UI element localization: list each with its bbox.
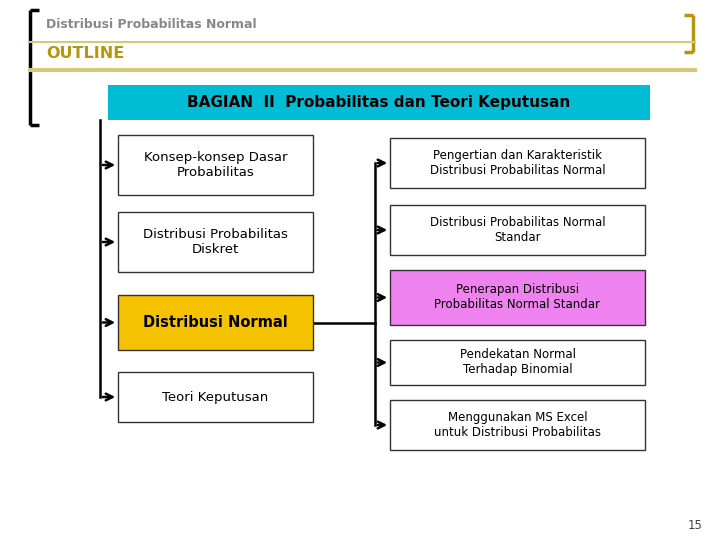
Text: Penerapan Distribusi
Probabilitas Normal Standar: Penerapan Distribusi Probabilitas Normal… [434,284,600,312]
Text: Menggunakan MS Excel
untuk Distribusi Probabilitas: Menggunakan MS Excel untuk Distribusi Pr… [434,411,601,439]
FancyBboxPatch shape [118,135,313,195]
FancyBboxPatch shape [390,400,645,450]
Text: Distribusi Normal: Distribusi Normal [143,315,288,330]
FancyBboxPatch shape [108,85,650,120]
Text: Teori Keputusan: Teori Keputusan [163,390,269,403]
FancyBboxPatch shape [390,138,645,188]
FancyBboxPatch shape [118,372,313,422]
Text: Konsep-konsep Dasar
Probabilitas: Konsep-konsep Dasar Probabilitas [144,151,287,179]
FancyBboxPatch shape [390,340,645,385]
FancyBboxPatch shape [390,270,645,325]
Text: Distribusi Probabilitas
Diskret: Distribusi Probabilitas Diskret [143,228,288,256]
FancyBboxPatch shape [390,205,645,255]
Text: OUTLINE: OUTLINE [46,46,125,62]
Text: Distribusi Probabilitas Normal: Distribusi Probabilitas Normal [46,18,256,31]
FancyBboxPatch shape [118,212,313,272]
FancyBboxPatch shape [118,295,313,350]
Text: Pengertian dan Karakteristik
Distribusi Probabilitas Normal: Pengertian dan Karakteristik Distribusi … [430,149,606,177]
Text: 15: 15 [688,519,703,532]
Text: Pendekatan Normal
Terhadap Binomial: Pendekatan Normal Terhadap Binomial [459,348,575,376]
Text: BAGIAN  II  Probabilitas dan Teori Keputusan: BAGIAN II Probabilitas dan Teori Keputus… [187,95,571,110]
Text: Distribusi Probabilitas Normal
Standar: Distribusi Probabilitas Normal Standar [430,216,606,244]
